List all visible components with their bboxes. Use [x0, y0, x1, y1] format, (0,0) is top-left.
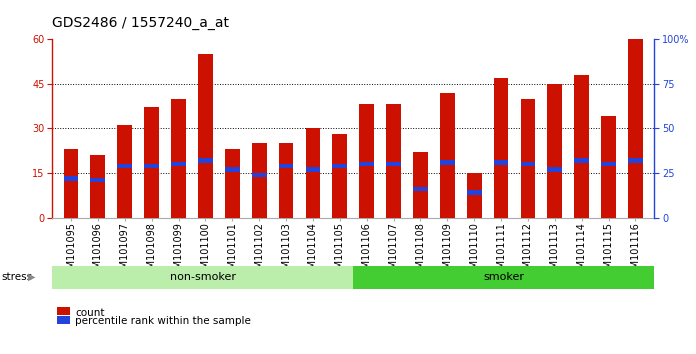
Bar — [171, 162, 186, 166]
Bar — [118, 164, 132, 168]
Bar — [63, 149, 79, 218]
Bar — [118, 125, 132, 218]
Bar — [144, 108, 159, 218]
Text: GDS2486 / 1557240_a_at: GDS2486 / 1557240_a_at — [52, 16, 229, 30]
Bar — [252, 172, 267, 177]
Bar — [548, 167, 562, 172]
Bar — [278, 143, 294, 218]
Bar — [521, 162, 535, 166]
Bar — [467, 190, 482, 195]
Bar — [386, 104, 401, 218]
Bar — [413, 152, 428, 218]
Bar — [386, 162, 401, 166]
Bar — [440, 93, 454, 218]
Bar — [225, 167, 239, 172]
Bar — [333, 134, 347, 218]
Text: ▶: ▶ — [28, 272, 35, 282]
Bar — [359, 104, 374, 218]
Bar — [574, 158, 589, 163]
Bar — [413, 187, 428, 192]
Bar — [440, 160, 454, 165]
Bar — [548, 84, 562, 218]
Bar — [90, 155, 105, 218]
Bar — [467, 173, 482, 218]
Bar — [198, 158, 213, 163]
Bar — [171, 98, 186, 218]
Bar — [90, 178, 105, 182]
Bar — [521, 98, 535, 218]
Bar — [144, 164, 159, 168]
Text: smoker: smoker — [483, 272, 524, 282]
Bar — [306, 167, 320, 172]
Bar — [574, 75, 589, 218]
Bar — [333, 164, 347, 168]
Bar — [601, 116, 616, 218]
Bar — [493, 78, 509, 218]
Bar — [353, 266, 654, 289]
Bar — [628, 158, 643, 163]
Bar — [601, 162, 616, 166]
Bar — [63, 176, 79, 181]
Bar — [306, 129, 320, 218]
Bar — [225, 149, 239, 218]
Text: count: count — [75, 308, 104, 318]
Text: non-smoker: non-smoker — [170, 272, 236, 282]
Bar — [198, 54, 213, 218]
Bar — [52, 266, 353, 289]
Bar — [278, 164, 294, 168]
Text: stress: stress — [1, 272, 33, 282]
Bar — [252, 143, 267, 218]
Bar — [493, 160, 509, 165]
Bar — [628, 39, 643, 218]
Text: percentile rank within the sample: percentile rank within the sample — [75, 316, 251, 326]
Bar — [359, 162, 374, 166]
